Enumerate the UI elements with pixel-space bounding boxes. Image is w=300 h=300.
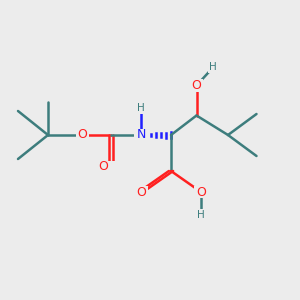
Text: N: N [136,128,146,142]
Text: O: O [136,185,146,199]
Text: O: O [78,128,87,142]
FancyBboxPatch shape [194,186,208,198]
FancyBboxPatch shape [104,160,118,172]
Text: O: O [99,160,108,173]
FancyBboxPatch shape [208,62,218,73]
Text: O: O [192,79,201,92]
FancyBboxPatch shape [135,102,147,114]
Text: H: H [209,62,217,73]
Text: O: O [196,185,206,199]
FancyBboxPatch shape [190,80,203,92]
FancyBboxPatch shape [134,186,148,198]
Text: H: H [137,103,145,113]
Text: H: H [197,209,205,220]
FancyBboxPatch shape [134,129,148,141]
FancyBboxPatch shape [76,129,89,141]
FancyBboxPatch shape [196,209,206,220]
